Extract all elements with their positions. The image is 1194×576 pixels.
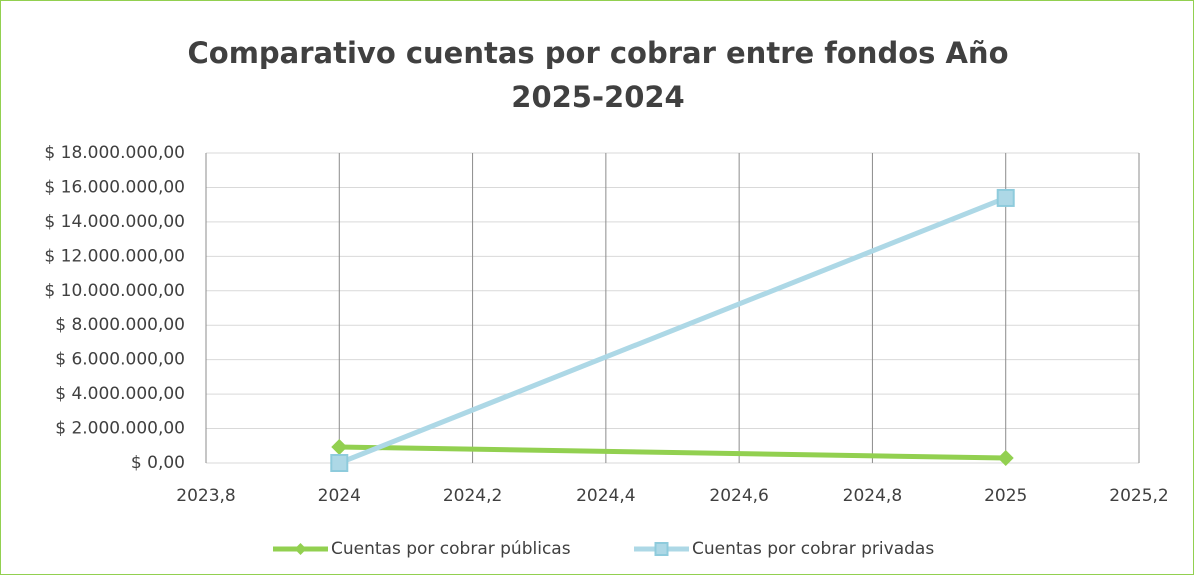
series-line xyxy=(339,444,1006,461)
y-tick-label: $ 10.000.000,00 xyxy=(44,281,185,301)
y-tick-label: $ 6.000.000,00 xyxy=(55,350,185,370)
y-tick-label: $ 14.000.000,00 xyxy=(44,212,185,232)
legend-label: Cuentas por cobrar privadas xyxy=(692,539,934,559)
series-line xyxy=(338,195,1007,466)
y-tick-label: $ 2.000.000,00 xyxy=(55,419,185,439)
marker xyxy=(996,188,1015,207)
marker xyxy=(331,438,348,455)
y-tick-label: $ 4.000.000,00 xyxy=(55,384,185,404)
x-tick-label: 2025,2 xyxy=(1109,486,1168,506)
y-tick-label: $ 0,00 xyxy=(131,453,185,473)
marker xyxy=(654,542,669,556)
legend-label: Cuentas por cobrar públicas xyxy=(331,539,571,559)
x-tick-label: 2024,2 xyxy=(443,486,502,506)
y-tick-label: $ 8.000.000,00 xyxy=(55,315,185,335)
x-tick-label: 2024 xyxy=(318,486,361,506)
y-tick-label: $ 16.000.000,00 xyxy=(44,177,185,197)
x-tick-label: 2024,8 xyxy=(843,486,902,506)
y-tick-label: $ 12.000.000,00 xyxy=(44,246,185,266)
y-tick-label: $ 18.000.000,00 xyxy=(44,143,185,163)
x-tick-label: 2025 xyxy=(984,486,1027,506)
x-tick-label: 2023,8 xyxy=(176,486,235,506)
marker xyxy=(330,454,349,472)
marker xyxy=(997,450,1014,467)
x-tick-label: 2024,4 xyxy=(576,486,635,506)
chart-title: Comparativo cuentas por cobrar entre fon… xyxy=(187,36,1009,114)
marker xyxy=(294,543,307,555)
x-tick-label: 2024,6 xyxy=(709,486,768,506)
